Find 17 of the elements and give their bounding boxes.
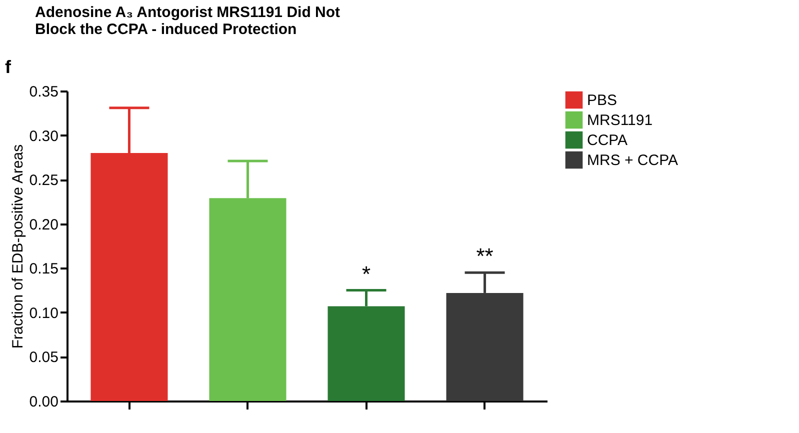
y-tick-label: 0.00 [29,394,58,410]
legend-label: PBS [587,92,618,109]
y-tick-label: 0.10 [29,304,58,322]
y-tick-label: 0.05 [29,349,58,366]
text: f [5,57,12,77]
legend-label: CCPA [587,132,628,149]
y-tick-label: 0.30 [29,128,58,145]
y-tick-label: 0.35 [29,84,58,100]
chart-title: Adenosine A₃ Antogorist MRS1191 Did Not Block the CCPA - induced Protection [35,4,340,38]
y-tick-label: 0.25 [29,172,58,190]
legend-label: MRS1191 [587,112,653,129]
y-tick-label: 0.20 [29,216,58,234]
legend-label: MRS + CCPA [587,152,678,169]
y-tick-label: 0.15 [29,260,58,278]
annotation: ** [476,244,494,269]
y-axis-title: Fraction of EDB-positive Areas [9,144,26,349]
annotation: * [362,261,371,286]
